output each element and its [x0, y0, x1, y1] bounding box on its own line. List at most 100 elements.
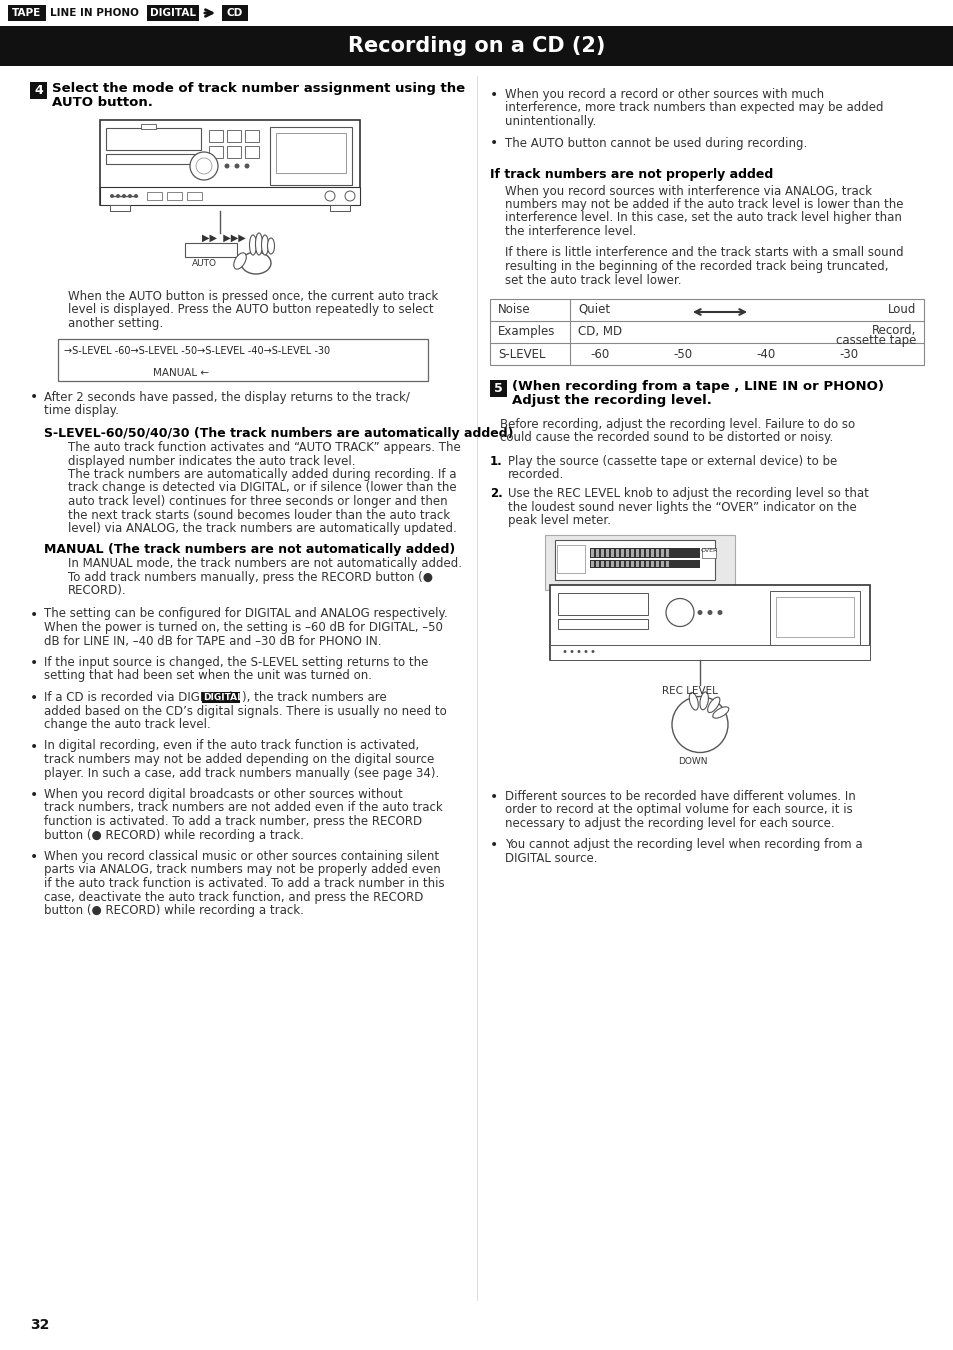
Bar [660, 548, 663, 556]
Circle shape [234, 163, 239, 169]
Bar [610, 560, 614, 567]
Circle shape [128, 194, 132, 198]
Text: player. In such a case, add track numbers manually (see page 34).: player. In such a case, add track number… [44, 767, 438, 779]
Bar [550, 644, 869, 660]
Bar [656, 548, 659, 556]
Bar [680, 548, 683, 556]
Text: S-LEVEL-60/50/40/30 (The track numbers are automatically added): S-LEVEL-60/50/40/30 (The track numbers a… [44, 428, 513, 440]
Circle shape [577, 649, 579, 653]
Text: When the power is turned on, the setting is –60 dB for DIGITAL, –50: When the power is turned on, the setting… [44, 621, 442, 634]
Text: MANUAL (The track numbers are not automatically added): MANUAL (The track numbers are not automa… [44, 544, 455, 556]
Circle shape [584, 649, 587, 653]
Text: When you record classical music or other sources containing silent: When you record classical music or other… [44, 850, 438, 863]
Ellipse shape [707, 697, 720, 713]
Text: the interference level.: the interference level. [504, 225, 636, 238]
Text: function is activated. To add a track number, press the RECORD: function is activated. To add a track nu… [44, 815, 421, 828]
Text: (When recording from a tape , LINE IN or PHONO): (When recording from a tape , LINE IN or… [512, 379, 883, 393]
Text: button (● RECORD) while recording a track.: button (● RECORD) while recording a trac… [44, 904, 304, 917]
Text: Adjust the recording level.: Adjust the recording level. [512, 394, 711, 406]
Bar [640, 560, 643, 567]
Bar [589, 548, 700, 558]
Bar [141, 124, 156, 130]
Text: The auto track function activates and “AUTO TRACK” appears. The: The auto track function activates and “A… [68, 441, 460, 454]
Text: •: • [490, 838, 497, 852]
Circle shape [345, 190, 355, 201]
Bar [245, 130, 258, 142]
Bar [676, 560, 679, 567]
Text: ▶▶  ▶▶▶: ▶▶ ▶▶▶ [202, 234, 246, 243]
Text: TAPE: TAPE [12, 8, 42, 18]
Bar [665, 560, 668, 567]
Text: ), the track numbers are: ), the track numbers are [242, 691, 387, 703]
Text: •: • [30, 656, 38, 670]
Circle shape [325, 190, 335, 201]
Bar [589, 559, 700, 567]
Text: track change is detected via DIGITAL, or if silence (lower than the: track change is detected via DIGITAL, or… [68, 482, 456, 494]
Text: LINE IN PHONO: LINE IN PHONO [50, 8, 139, 18]
Bar [620, 548, 623, 556]
Bar [58, 339, 428, 381]
Bar [227, 146, 241, 158]
Text: dB for LINE IN, –40 dB for TAPE and –30 dB for PHONO IN.: dB for LINE IN, –40 dB for TAPE and –30 … [44, 634, 381, 648]
Text: REC LEVEL: REC LEVEL [661, 687, 718, 697]
Circle shape [671, 697, 727, 752]
Bar [227, 130, 241, 142]
Text: interference, more track numbers than expected may be added: interference, more track numbers than ex… [504, 101, 882, 115]
Bar [147, 5, 199, 22]
Circle shape [190, 153, 218, 180]
Text: case, deactivate the auto track function, and press the RECORD: case, deactivate the auto track function… [44, 891, 423, 903]
Text: •: • [30, 691, 38, 705]
Text: RECORD).: RECORD). [68, 585, 127, 597]
Text: added based on the CD’s digital signals. There is usually no need to: added based on the CD’s digital signals.… [44, 705, 446, 717]
Bar [769, 590, 859, 645]
Text: the loudest sound never lights the “OVER” indicator on the: the loudest sound never lights the “OVER… [507, 501, 856, 513]
Text: CD: CD [227, 8, 243, 18]
Text: cassette tape: cassette tape [835, 333, 915, 347]
Text: The track numbers are automatically added during recording. If a: The track numbers are automatically adde… [68, 468, 456, 481]
Circle shape [570, 649, 573, 653]
Text: 1.: 1. [490, 455, 502, 468]
Ellipse shape [255, 234, 262, 255]
Bar [670, 560, 673, 567]
Bar [605, 548, 608, 556]
Text: parts via ANALOG, track numbers may not be properly added even: parts via ANALOG, track numbers may not … [44, 864, 440, 876]
Bar [209, 146, 223, 158]
Bar [106, 128, 201, 150]
Bar [685, 548, 688, 556]
Text: Play the source (cassette tape or external device) to be: Play the source (cassette tape or extern… [507, 455, 837, 468]
Text: In digital recording, even if the auto track function is activated,: In digital recording, even if the auto t… [44, 740, 418, 752]
Bar [680, 560, 683, 567]
Text: -40: -40 [755, 348, 775, 360]
Text: If track numbers are not properly added: If track numbers are not properly added [490, 167, 773, 181]
Bar [600, 560, 603, 567]
Text: 5: 5 [494, 382, 502, 396]
Text: setting that had been set when the unit was turned on.: setting that had been set when the unit … [44, 670, 372, 683]
Circle shape [133, 194, 138, 198]
Bar [616, 560, 618, 567]
Circle shape [110, 194, 113, 198]
Text: MANUAL ←: MANUAL ← [152, 369, 209, 378]
Bar [685, 560, 688, 567]
Bar [30, 82, 47, 99]
Text: To add track numbers manually, press the RECORD button (●: To add track numbers manually, press the… [68, 571, 433, 583]
Text: If a CD is recorded via DIGITAL (: If a CD is recorded via DIGITAL ( [44, 691, 233, 703]
Text: Before recording, adjust the recording level. Failure to do so: Before recording, adjust the recording l… [499, 418, 854, 431]
Bar [676, 548, 679, 556]
Text: When the AUTO button is pressed once, the current auto track: When the AUTO button is pressed once, th… [68, 290, 437, 302]
Text: track numbers may not be added depending on the digital source: track numbers may not be added depending… [44, 753, 434, 765]
Circle shape [563, 649, 566, 653]
Bar [625, 548, 628, 556]
Text: AUTO button.: AUTO button. [52, 96, 152, 109]
Circle shape [195, 158, 212, 174]
Text: change the auto track level.: change the auto track level. [44, 718, 211, 730]
Text: DIGITAL: DIGITAL [150, 8, 195, 18]
Bar [202, 693, 240, 703]
Bar [245, 146, 258, 158]
Text: →S-LEVEL -60→S-LEVEL -50→S-LEVEL -40→S-LEVEL -30: →S-LEVEL -60→S-LEVEL -50→S-LEVEL -40→S-L… [64, 346, 330, 355]
Ellipse shape [241, 252, 271, 274]
Bar [596, 548, 598, 556]
Text: •: • [30, 390, 38, 405]
Text: level is displayed. Press the AUTO button repeatedly to select: level is displayed. Press the AUTO butto… [68, 304, 434, 316]
Text: When you record sources with interference via ANALOG, track: When you record sources with interferenc… [504, 185, 871, 197]
Text: AUTO: AUTO [192, 259, 216, 269]
